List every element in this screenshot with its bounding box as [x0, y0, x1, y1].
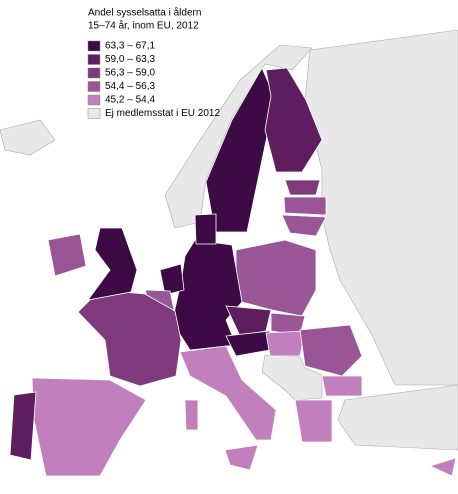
legend-swatch — [87, 94, 101, 106]
region — [294, 399, 333, 443]
region — [184, 399, 199, 431]
legend-label: 59,0 – 63,3 — [105, 54, 155, 65]
legend-swatch — [87, 54, 101, 65]
region — [179, 345, 277, 441]
legend-swatch — [87, 40, 101, 52]
region — [194, 213, 217, 245]
legend: Andel sysselsatta i åldern 15–74 år, ino… — [87, 7, 220, 119]
legend-title: Andel sysselsatta i åldern — [88, 7, 201, 19]
legend-swatch — [87, 108, 101, 119]
legend-label: 45,2 – 54,4 — [105, 95, 155, 106]
map-regions — [0, 29, 458, 477]
legend-title: 15–74 år, inom EU, 2012 — [88, 20, 199, 32]
region — [0, 119, 56, 156]
region — [337, 384, 458, 451]
legend-label: 63,3 – 67,1 — [105, 41, 155, 52]
region — [225, 305, 272, 337]
region — [281, 214, 327, 237]
region — [283, 196, 327, 216]
region — [77, 289, 182, 387]
region — [284, 179, 321, 196]
region — [224, 444, 259, 471]
region — [31, 377, 147, 477]
region — [87, 227, 138, 301]
region — [265, 330, 306, 357]
region — [47, 233, 87, 277]
region — [321, 375, 363, 397]
region — [164, 44, 313, 229]
legend-swatch — [87, 81, 101, 92]
region — [235, 239, 317, 317]
legend-label: 56,3 – 59,0 — [105, 68, 155, 79]
region — [225, 330, 271, 357]
region — [299, 324, 363, 377]
region — [428, 457, 457, 477]
region — [9, 391, 37, 461]
legend-label: Ej medlemsstat i EU 2012 — [105, 108, 220, 119]
region — [171, 239, 243, 351]
region — [264, 67, 323, 173]
legend-label: 54,4 – 56,3 — [105, 81, 155, 92]
legend-swatch — [87, 67, 101, 79]
region — [261, 354, 323, 401]
region — [159, 263, 185, 296]
